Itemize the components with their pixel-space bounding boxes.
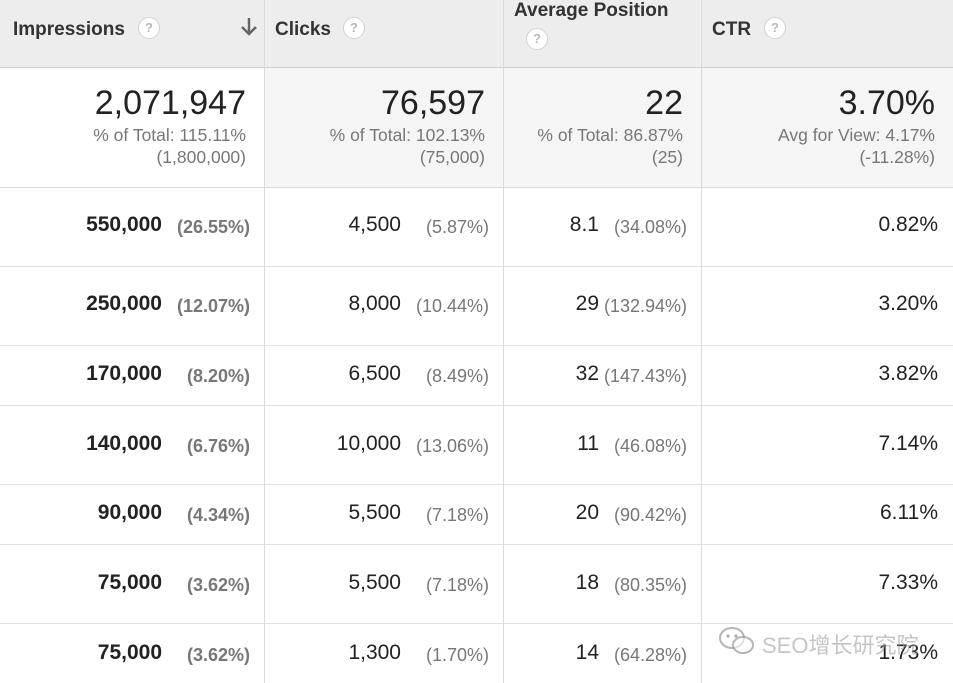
clicks-value: 8,000 [348,292,401,315]
position-value: 32 [575,362,599,385]
total-value: 2,071,947 [94,84,246,122]
impressions-value: 550,000 [86,213,162,236]
total-subtext: Avg for View: 4.17% (-11.28%) [778,124,935,168]
clicks-value: 1,300 [348,641,401,664]
clicks-percent: (10.44%) [415,296,489,316]
ctr-value: 3.82% [878,362,938,385]
totals-row: 2,071,947 % of Total: 115.11% (1,800,000… [0,68,953,188]
clicks-percent: (7.18%) [425,505,489,525]
clicks-percent: (7.18%) [425,575,489,595]
table-row[interactable]: 90,000 (4.34%) 5,500 (7.18%) 20 (90.42%)… [0,485,953,545]
watermark-text: SEO增长研究院 [762,633,919,658]
position-percent: (80.35%) [613,575,687,595]
impressions-value: 90,000 [97,501,162,524]
clicks-value: 5,500 [348,501,401,524]
column-header-average-position[interactable]: Average Position ? [504,0,701,67]
clicks-value: 4,500 [348,213,401,236]
total-value: 22 [645,84,683,122]
clicks-value: 6,500 [348,362,401,385]
wechat-icon [719,627,754,654]
table-row[interactable]: 250,000 (12.07%) 8,000 (10.44%) 29 (132.… [0,267,953,346]
total-percent: % of Total: 115.11% [93,125,246,145]
help-icon[interactable]: ? [138,17,160,39]
impressions-percent: (3.62%) [186,575,250,595]
impressions-percent: (3.62%) [186,645,250,665]
ctr-value: 6.11% [880,501,938,524]
clicks-value: 10,000 [336,432,401,455]
total-base: (75,000) [419,147,485,167]
position-percent: (34.08%) [613,217,687,237]
position-percent: (64.28%) [613,645,687,665]
total-subtext: % of Total: 102.13% (75,000) [330,124,485,168]
position-percent: (46.08%) [613,436,687,456]
total-ctr: 3.70% Avg for View: 4.17% (-11.28%) [702,68,953,187]
total-average-position: 22 % of Total: 86.87% (25) [504,68,701,187]
position-value: 8.1 [569,213,599,236]
clicks-percent: (1.70%) [425,645,489,665]
ctr-value: 0.82% [878,213,938,236]
total-value: 3.70% [838,84,935,122]
position-value: 29 [575,292,599,315]
total-base: (25) [651,147,683,167]
position-value: 20 [575,501,599,524]
impressions-percent: (6.76%) [186,436,250,456]
ctr-value: 7.14% [878,432,938,455]
impressions-percent: (26.55%) [176,217,250,237]
help-icon[interactable]: ? [343,17,365,39]
help-icon[interactable]: ? [526,28,548,50]
column-title-clicks[interactable]: Clicks [275,19,331,40]
column-header-impressions[interactable]: Impressions ? [0,0,264,67]
column-title-ctr[interactable]: CTR [712,19,752,40]
impressions-value: 140,000 [86,432,162,455]
clicks-percent: (13.06%) [415,436,489,456]
column-title-average-position[interactable]: Average Position [514,0,669,21]
sort-descending-icon[interactable] [239,16,259,38]
position-percent: (132.94%) [603,296,687,316]
ctr-value: 7.33% [878,571,938,594]
impressions-value: 250,000 [86,292,162,315]
watermark: SEO增长研究院 [718,624,948,660]
total-delta: (-11.28%) [859,147,935,167]
table-row[interactable]: 75,000 (3.62%) 1,300 (1.70%) 14 (64.28%)… [0,624,953,683]
total-impressions: 2,071,947 % of Total: 115.11% (1,800,000… [0,68,264,187]
impressions-value: 75,000 [97,571,162,594]
clicks-value: 5,500 [348,571,401,594]
total-base: (1,800,000) [156,147,246,167]
total-value: 76,597 [381,84,485,122]
impressions-value: 170,000 [86,362,162,385]
total-average: Avg for View: 4.17% [778,125,935,145]
position-value: 18 [575,571,599,594]
position-percent: (90.42%) [613,505,687,525]
table-header: Impressions ? Clicks ? Average Position … [0,0,953,68]
clicks-percent: (5.87%) [425,217,489,237]
impressions-percent: (8.20%) [186,366,250,386]
column-divider [264,0,265,683]
column-divider [503,0,504,683]
position-value: 11 [577,432,599,455]
impressions-percent: (12.07%) [176,296,250,316]
column-title-impressions[interactable]: Impressions [13,19,125,40]
column-header-ctr[interactable]: CTR ? [702,0,953,67]
total-clicks: 76,597 % of Total: 102.13% (75,000) [265,68,503,187]
table-row[interactable]: 140,000 (6.76%) 10,000 (13.06%) 11 (46.0… [0,406,953,485]
table-row[interactable]: 75,000 (3.62%) 5,500 (7.18%) 18 (80.35%)… [0,545,953,624]
total-subtext: % of Total: 86.87% (25) [537,124,683,168]
ctr-value: 1.73% [878,641,938,664]
table-row[interactable]: 550,000 (26.55%) 4,500 (5.87%) 8.1 (34.0… [0,188,953,267]
help-icon[interactable]: ? [764,17,786,39]
position-percent: (147.43%) [603,366,687,386]
impressions-percent: (4.34%) [186,505,250,525]
table-row[interactable]: 170,000 (8.20%) 6,500 (8.49%) 32 (147.43… [0,346,953,406]
ctr-value: 3.20% [878,292,938,315]
column-header-clicks[interactable]: Clicks ? [265,0,503,67]
total-subtext: % of Total: 115.11% (1,800,000) [93,124,246,168]
clicks-percent: (8.49%) [425,366,489,386]
position-value: 14 [575,641,599,664]
total-percent: % of Total: 86.87% [537,125,683,145]
column-divider [701,0,702,683]
impressions-value: 75,000 [97,641,162,664]
total-percent: % of Total: 102.13% [329,125,485,145]
